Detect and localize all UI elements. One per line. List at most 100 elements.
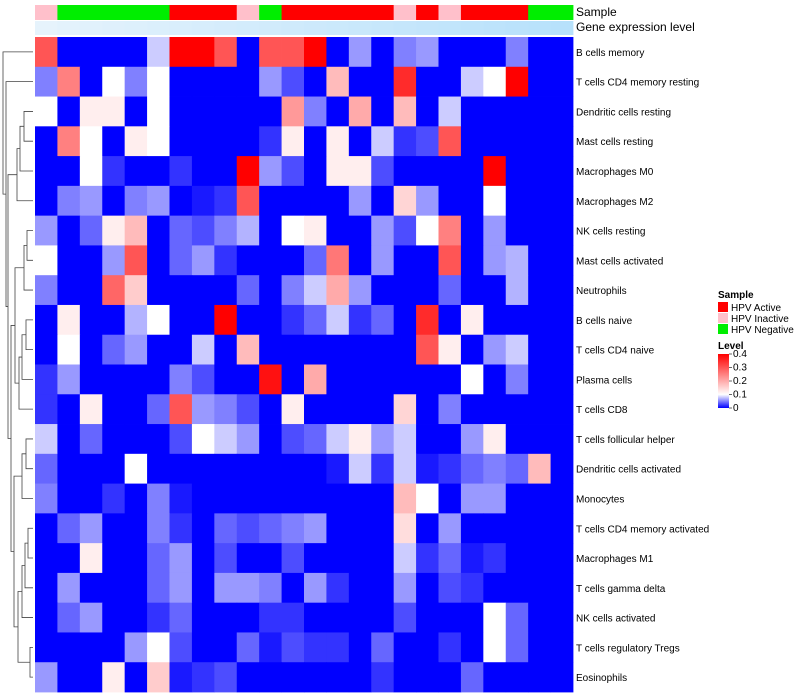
heatmap-cell <box>550 215 574 246</box>
heatmap-cell <box>102 215 126 246</box>
heatmap-cell <box>483 572 507 604</box>
heatmap-cell <box>79 185 103 217</box>
heatmap-cell <box>550 513 574 544</box>
heatmap-cell <box>460 126 484 157</box>
heatmap-cell <box>236 156 260 187</box>
heatmap-cell <box>483 156 507 187</box>
heatmap-cell <box>57 37 81 68</box>
heatmap-cell <box>393 37 417 68</box>
sample-annotation-cell <box>147 5 170 20</box>
heatmap-cell <box>304 572 327 604</box>
heatmap-cell <box>505 572 529 604</box>
heatmap-cell <box>326 483 350 514</box>
heatmap-cell <box>214 632 238 663</box>
heatmap-cell <box>371 156 395 187</box>
heatmap-cell <box>416 662 439 693</box>
heatmap-cell <box>214 543 238 574</box>
heatmap-cell <box>304 632 327 663</box>
heatmap-cell <box>528 364 551 395</box>
row-label: T cells CD4 memory resting <box>576 78 699 89</box>
heatmap-cell <box>169 513 193 544</box>
heatmap-cell <box>348 245 372 276</box>
heatmap-cell <box>147 96 170 127</box>
heatmap-cell <box>35 185 58 217</box>
heatmap-cell <box>102 245 126 276</box>
heatmap-cell <box>304 275 327 306</box>
heatmap-cell <box>191 572 215 604</box>
heatmap-cell <box>79 156 103 187</box>
heatmap-cell <box>528 543 551 574</box>
heatmap-cell <box>102 632 126 663</box>
heatmap-cell <box>236 96 260 127</box>
heatmap-cell <box>505 632 529 663</box>
heatmap-cell <box>57 513 81 544</box>
heatmap-cell <box>528 424 551 455</box>
heatmap-cell <box>348 304 372 336</box>
heatmap-cell <box>371 513 395 544</box>
heatmap-cell <box>124 37 148 68</box>
heatmap-cell <box>169 394 193 425</box>
heatmap-cell <box>191 364 215 395</box>
heatmap-cell <box>259 394 282 425</box>
dendrogram-branch <box>21 453 33 499</box>
heatmap-cell <box>348 424 372 455</box>
heatmap-cell <box>214 245 238 276</box>
heatmap-cell <box>236 126 260 157</box>
heatmap-cell <box>259 364 282 395</box>
heatmap-cell <box>259 37 282 68</box>
heatmap-cell <box>550 156 574 187</box>
heatmap-cell <box>528 334 551 365</box>
heatmap-cell <box>505 126 529 157</box>
heatmap-cell <box>326 394 350 425</box>
heatmap-cell <box>259 453 282 484</box>
heatmap-cell <box>460 543 484 574</box>
heatmap-cell <box>79 632 103 663</box>
heatmap-cell <box>460 334 484 365</box>
heatmap-cell <box>505 662 529 693</box>
heatmap-cell <box>304 156 327 187</box>
gene-expression-annotation-cell <box>147 21 170 35</box>
heatmap-cell <box>57 66 81 97</box>
heatmap-cell <box>147 245 170 276</box>
heatmap-cell <box>169 304 193 336</box>
heatmap-cell <box>124 245 148 276</box>
heatmap-cell <box>236 662 260 693</box>
legend-label-hpv-inactive: HPV Inactive <box>731 314 789 325</box>
heatmap-cell <box>550 662 574 693</box>
heatmap-cell <box>304 37 327 68</box>
heatmap-cell <box>191 453 215 484</box>
heatmap-cell <box>35 275 58 306</box>
heatmap-cell <box>393 66 417 97</box>
heatmap-cell <box>483 96 507 127</box>
heatmap-cell <box>348 334 372 365</box>
heatmap-cell <box>102 185 126 217</box>
heatmap-cell <box>79 483 103 514</box>
heatmap-cell <box>348 37 372 68</box>
heatmap-cell <box>102 572 126 604</box>
heatmap-cell <box>259 572 282 604</box>
heatmap-cell <box>550 394 574 425</box>
heatmap-cell <box>550 572 574 604</box>
heatmap-cell <box>416 126 439 157</box>
heatmap-cell <box>348 632 372 663</box>
heatmap-cell <box>281 453 305 484</box>
heatmap-cell <box>528 394 551 425</box>
heatmap-cell <box>326 215 350 246</box>
heatmap-cell <box>416 334 439 365</box>
heatmap-cell <box>147 453 170 484</box>
dendrogram-branch <box>21 565 33 618</box>
heatmap-cell <box>57 185 81 217</box>
heatmap-cell <box>191 66 215 97</box>
heatmap-cell <box>304 334 327 365</box>
dendrogram-branch <box>19 125 33 172</box>
heatmap-cell <box>326 156 350 187</box>
heatmap-cell <box>438 185 462 217</box>
heatmap-cell <box>259 215 282 246</box>
heatmap-cell <box>79 126 103 157</box>
heatmap-cell <box>102 424 126 455</box>
heatmap-cell <box>169 245 193 276</box>
heatmap-cell <box>550 37 574 68</box>
heatmap-cell <box>371 483 395 514</box>
heatmap-cell <box>236 632 260 663</box>
heatmap-cell <box>281 662 305 693</box>
